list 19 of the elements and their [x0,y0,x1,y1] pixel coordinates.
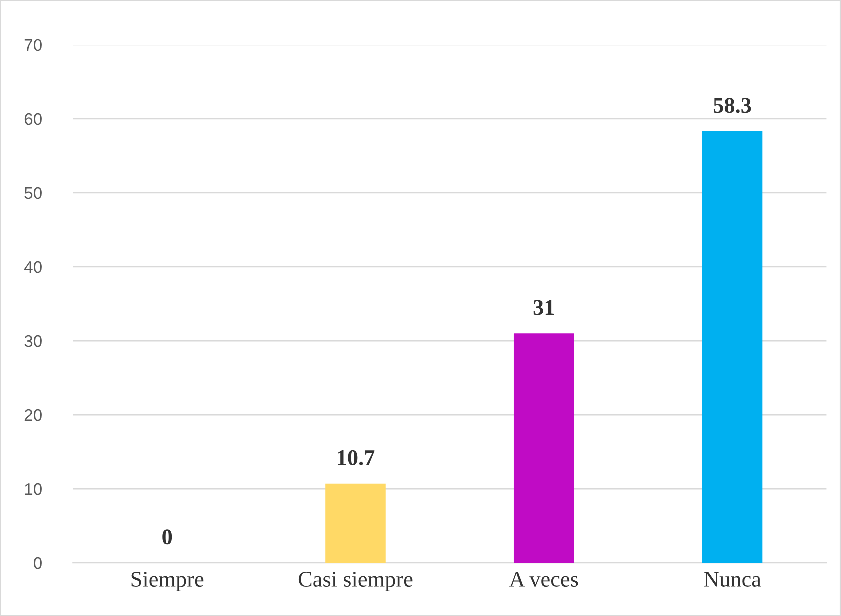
x-tick-label: A veces [509,572,578,587]
x-tick-label: Casi siempre [298,572,413,592]
bar [326,484,386,564]
data-label: 58.3 [714,98,752,114]
data-label: 10.7 [338,450,375,466]
y-tick-label: 0 [34,557,42,570]
y-tick-label: 30 [24,335,42,348]
y-tick-label: 20 [24,409,42,422]
bar [702,132,763,564]
bar [514,334,574,564]
y-tick-label: 70 [24,39,42,52]
y-tick-label: 10 [25,483,42,496]
x-tick-label: Nunca [704,572,762,587]
y-tick-label: 40 [24,261,42,274]
data-label: 0 [162,530,172,545]
data-label: 31 [534,300,554,316]
x-tick-label: Siempre [132,572,204,592]
y-tick-label: 60 [24,113,42,126]
y-tick-label: 50 [24,187,42,200]
